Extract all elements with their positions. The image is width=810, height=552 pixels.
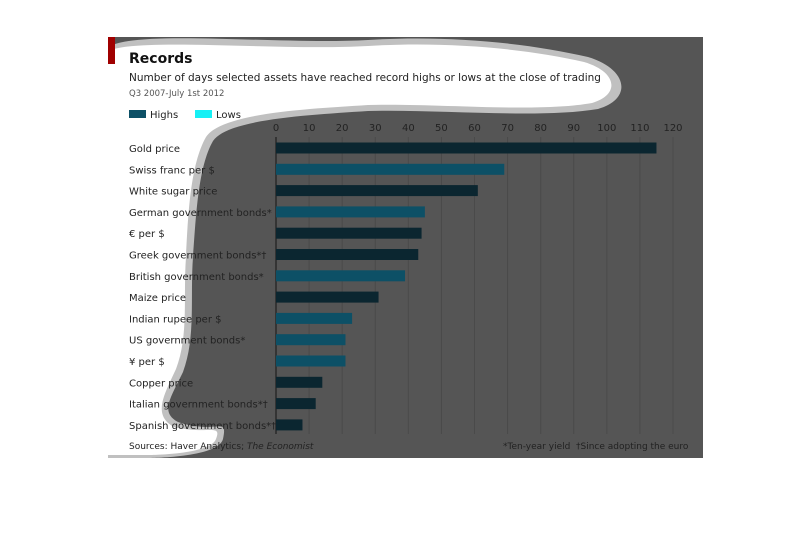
x-tick-label: 40	[402, 123, 415, 134]
category-label: US government bonds*	[129, 336, 245, 347]
footnote-euro: †Since adopting the euro	[576, 442, 689, 452]
x-tick-label: 80	[534, 123, 547, 134]
chart-subtitle: Number of days selected assets have reac…	[129, 72, 601, 84]
bar	[276, 185, 478, 197]
source-italic: The Economist	[247, 442, 314, 452]
x-tick-label: 0	[273, 123, 279, 134]
category-label: Indian rupee per $	[129, 314, 222, 325]
brand-tab	[108, 37, 115, 64]
category-label: German government bonds*	[129, 208, 272, 219]
x-tick-label: 90	[567, 123, 580, 134]
x-tick-label: 100	[597, 123, 616, 134]
category-label: British government bonds*	[129, 272, 264, 283]
bar	[276, 355, 346, 367]
category-label: Swiss franc per $	[129, 165, 215, 176]
legend-label-lows: Lows	[216, 110, 241, 121]
bar-chart: Records Number of days selected assets ha…	[108, 37, 689, 458]
category-label: ¥ per $	[129, 357, 165, 368]
x-tick-label: 30	[369, 123, 382, 134]
x-tick-label: 120	[663, 123, 682, 134]
category-label: Greek government bonds*†	[129, 251, 266, 262]
bar	[276, 398, 316, 410]
chart-period: Q3 2007-July 1st 2012	[129, 89, 224, 99]
legend-swatch-lows	[195, 110, 212, 118]
bar	[276, 419, 303, 431]
bar	[276, 376, 323, 388]
bar	[276, 291, 379, 303]
x-tick-label: 10	[303, 123, 316, 134]
overlay-blob	[108, 44, 612, 455]
category-label: Spanish government bonds*†	[129, 421, 276, 432]
bar	[276, 163, 505, 175]
footnote-yield: *Ten-year yield	[503, 442, 570, 452]
x-tick-label: 20	[336, 123, 349, 134]
bar	[276, 249, 419, 260]
source-note: Sources: Haver Analytics; The Economist	[129, 442, 314, 452]
bar	[276, 312, 353, 324]
bar	[276, 206, 425, 218]
x-tick-label: 70	[501, 123, 514, 134]
legend-label-highs: Highs	[150, 110, 178, 121]
bar	[276, 227, 422, 239]
bar	[276, 142, 657, 154]
x-tick-label: 60	[468, 123, 481, 134]
bar	[276, 334, 346, 346]
chart-panel: Records Number of days selected assets ha…	[108, 37, 703, 458]
bar	[276, 270, 406, 282]
legend-swatch-highs	[129, 110, 146, 118]
category-label: Gold price	[129, 144, 180, 155]
category-label: Maize price	[129, 293, 186, 304]
chart-title: Records	[129, 51, 192, 67]
x-tick-label: 110	[630, 123, 649, 134]
category-label: € per $	[129, 229, 165, 240]
category-label: White sugar price	[129, 187, 217, 198]
x-tick-label: 50	[435, 123, 448, 134]
category-label: Italian government bonds*†	[129, 400, 268, 411]
category-label: Copper price	[129, 378, 193, 389]
